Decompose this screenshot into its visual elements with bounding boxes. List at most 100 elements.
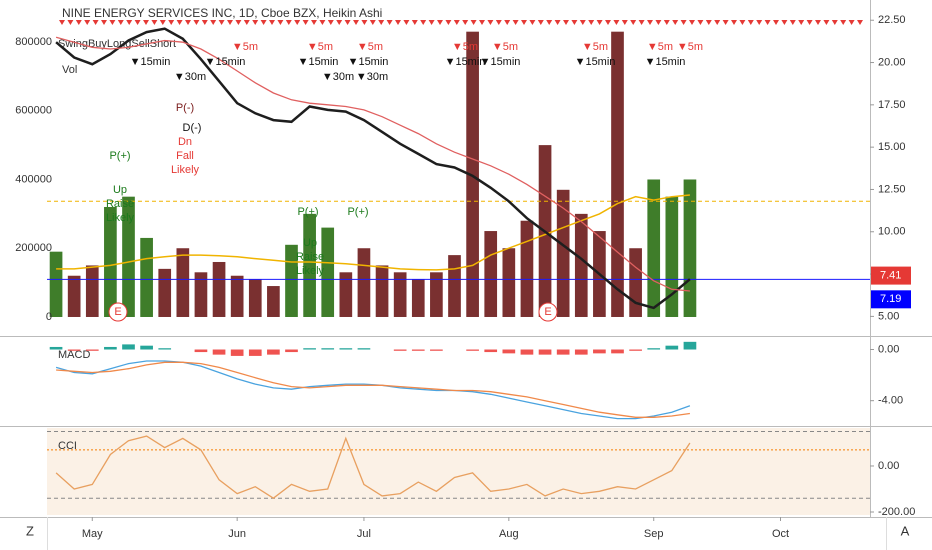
series-line: [55, 36, 690, 292]
histogram-bar: [339, 348, 353, 350]
toolbar-button[interactable]: A: [901, 523, 910, 538]
signal-marker: [689, 20, 695, 25]
annotation: Fall: [176, 150, 194, 162]
annotation: ▼5m: [232, 41, 258, 53]
annotation: ▼15min: [130, 56, 171, 68]
histogram-bar: [267, 349, 280, 355]
histogram-bar: [122, 344, 135, 350]
signal-marker: [117, 20, 124, 25]
earnings-marker: [538, 302, 558, 322]
signal-marker: [218, 20, 225, 25]
annotation: ▼30m: [322, 71, 354, 83]
annotation: Up: [113, 184, 127, 196]
histogram-bar: [665, 345, 679, 350]
signal-marker: [722, 20, 729, 25]
y-tick-label: 0.00: [878, 343, 899, 355]
signal-marker: [823, 20, 830, 25]
signal-marker: [101, 20, 107, 25]
signal-marker: [521, 20, 527, 25]
signal-marker: [663, 20, 670, 25]
signal-marker: [210, 20, 217, 25]
signal-marker: [705, 20, 712, 25]
annotation: ▼5m: [582, 41, 608, 53]
signal-marker: [638, 20, 645, 25]
signal-marker: [714, 20, 721, 25]
y-tick-label: 200000: [15, 242, 52, 254]
macd-title: MACD: [58, 349, 90, 361]
x-tick-label: Sep: [644, 528, 664, 540]
volume-bar: [176, 248, 190, 317]
x-tick-label: Jun: [228, 528, 246, 540]
volume-bar: [248, 279, 262, 317]
volume-bar: [321, 227, 335, 317]
volume-bar: [375, 265, 389, 317]
signal-marker: [470, 20, 477, 25]
annotation: D(-): [183, 122, 202, 134]
signal-marker: [529, 20, 536, 25]
signal-marker: [302, 20, 309, 25]
volume-bar: [448, 255, 461, 317]
signal-marker: [403, 20, 410, 25]
signal-marker: [311, 20, 317, 25]
signal-marker: [831, 20, 838, 25]
signal-marker: [697, 20, 704, 25]
signal-marker: [420, 20, 427, 25]
signal-marker: [361, 20, 368, 25]
signal-marker: [294, 20, 301, 25]
annotation: E: [544, 306, 551, 318]
volume-bar: [357, 248, 371, 317]
annotation: ▼15min: [575, 56, 616, 68]
x-tick-label: Oct: [772, 528, 789, 540]
signal-marker: [411, 20, 418, 25]
annotation: ▼5m: [357, 41, 383, 53]
volume-bar: [683, 179, 697, 317]
annotation: ▼15min: [205, 56, 246, 68]
signal-marker: [59, 20, 65, 25]
signal-marker: [235, 20, 242, 25]
volume-bar: [67, 275, 81, 317]
annotation: Likely: [296, 265, 325, 277]
signal-marker: [487, 20, 494, 25]
toolbar-button[interactable]: Z: [26, 523, 34, 538]
signal-marker: [327, 20, 334, 25]
volume-bar: [629, 248, 642, 317]
signal-marker: [739, 20, 746, 25]
histogram-bar: [104, 346, 117, 350]
annotation: Raise: [296, 251, 324, 263]
signal-marker: [747, 20, 754, 25]
signal-marker: [563, 20, 569, 25]
volume-bar: [303, 213, 316, 317]
histogram-bar: [466, 349, 479, 351]
signal-marker: [252, 20, 259, 25]
histogram-bar: [303, 348, 316, 350]
histogram-bar: [230, 349, 244, 356]
signal-marker: [84, 20, 91, 25]
annotation: E: [114, 306, 121, 318]
annotation: P(+): [347, 206, 368, 218]
price-label: 7.19: [880, 293, 901, 305]
signal-marker: [336, 20, 343, 25]
y-tick-label: -200.00: [878, 506, 915, 518]
signal-marker: [579, 20, 586, 25]
volume-bar: [520, 220, 534, 317]
signal-marker: [243, 20, 250, 25]
signal-marker: [126, 20, 133, 25]
price-label: 7.41: [880, 270, 901, 282]
y-tick-label: -4.00: [878, 395, 903, 407]
annotation: Dn: [178, 136, 192, 148]
histogram-bar: [574, 349, 588, 355]
histogram-bar: [285, 349, 298, 353]
signal-marker: [647, 20, 653, 25]
cci-background: [47, 428, 870, 515]
signal-marker: [185, 20, 191, 25]
signal-marker: [789, 20, 796, 25]
histogram-bar: [683, 341, 697, 350]
signal-marker: [269, 20, 275, 25]
histogram-bar: [85, 349, 99, 351]
volume-bar: [230, 275, 244, 317]
volume-bar: [574, 213, 588, 317]
signal-marker: [369, 20, 376, 25]
signal-marker: [445, 20, 452, 25]
signal-marker: [386, 20, 393, 25]
signal-marker: [840, 20, 847, 25]
